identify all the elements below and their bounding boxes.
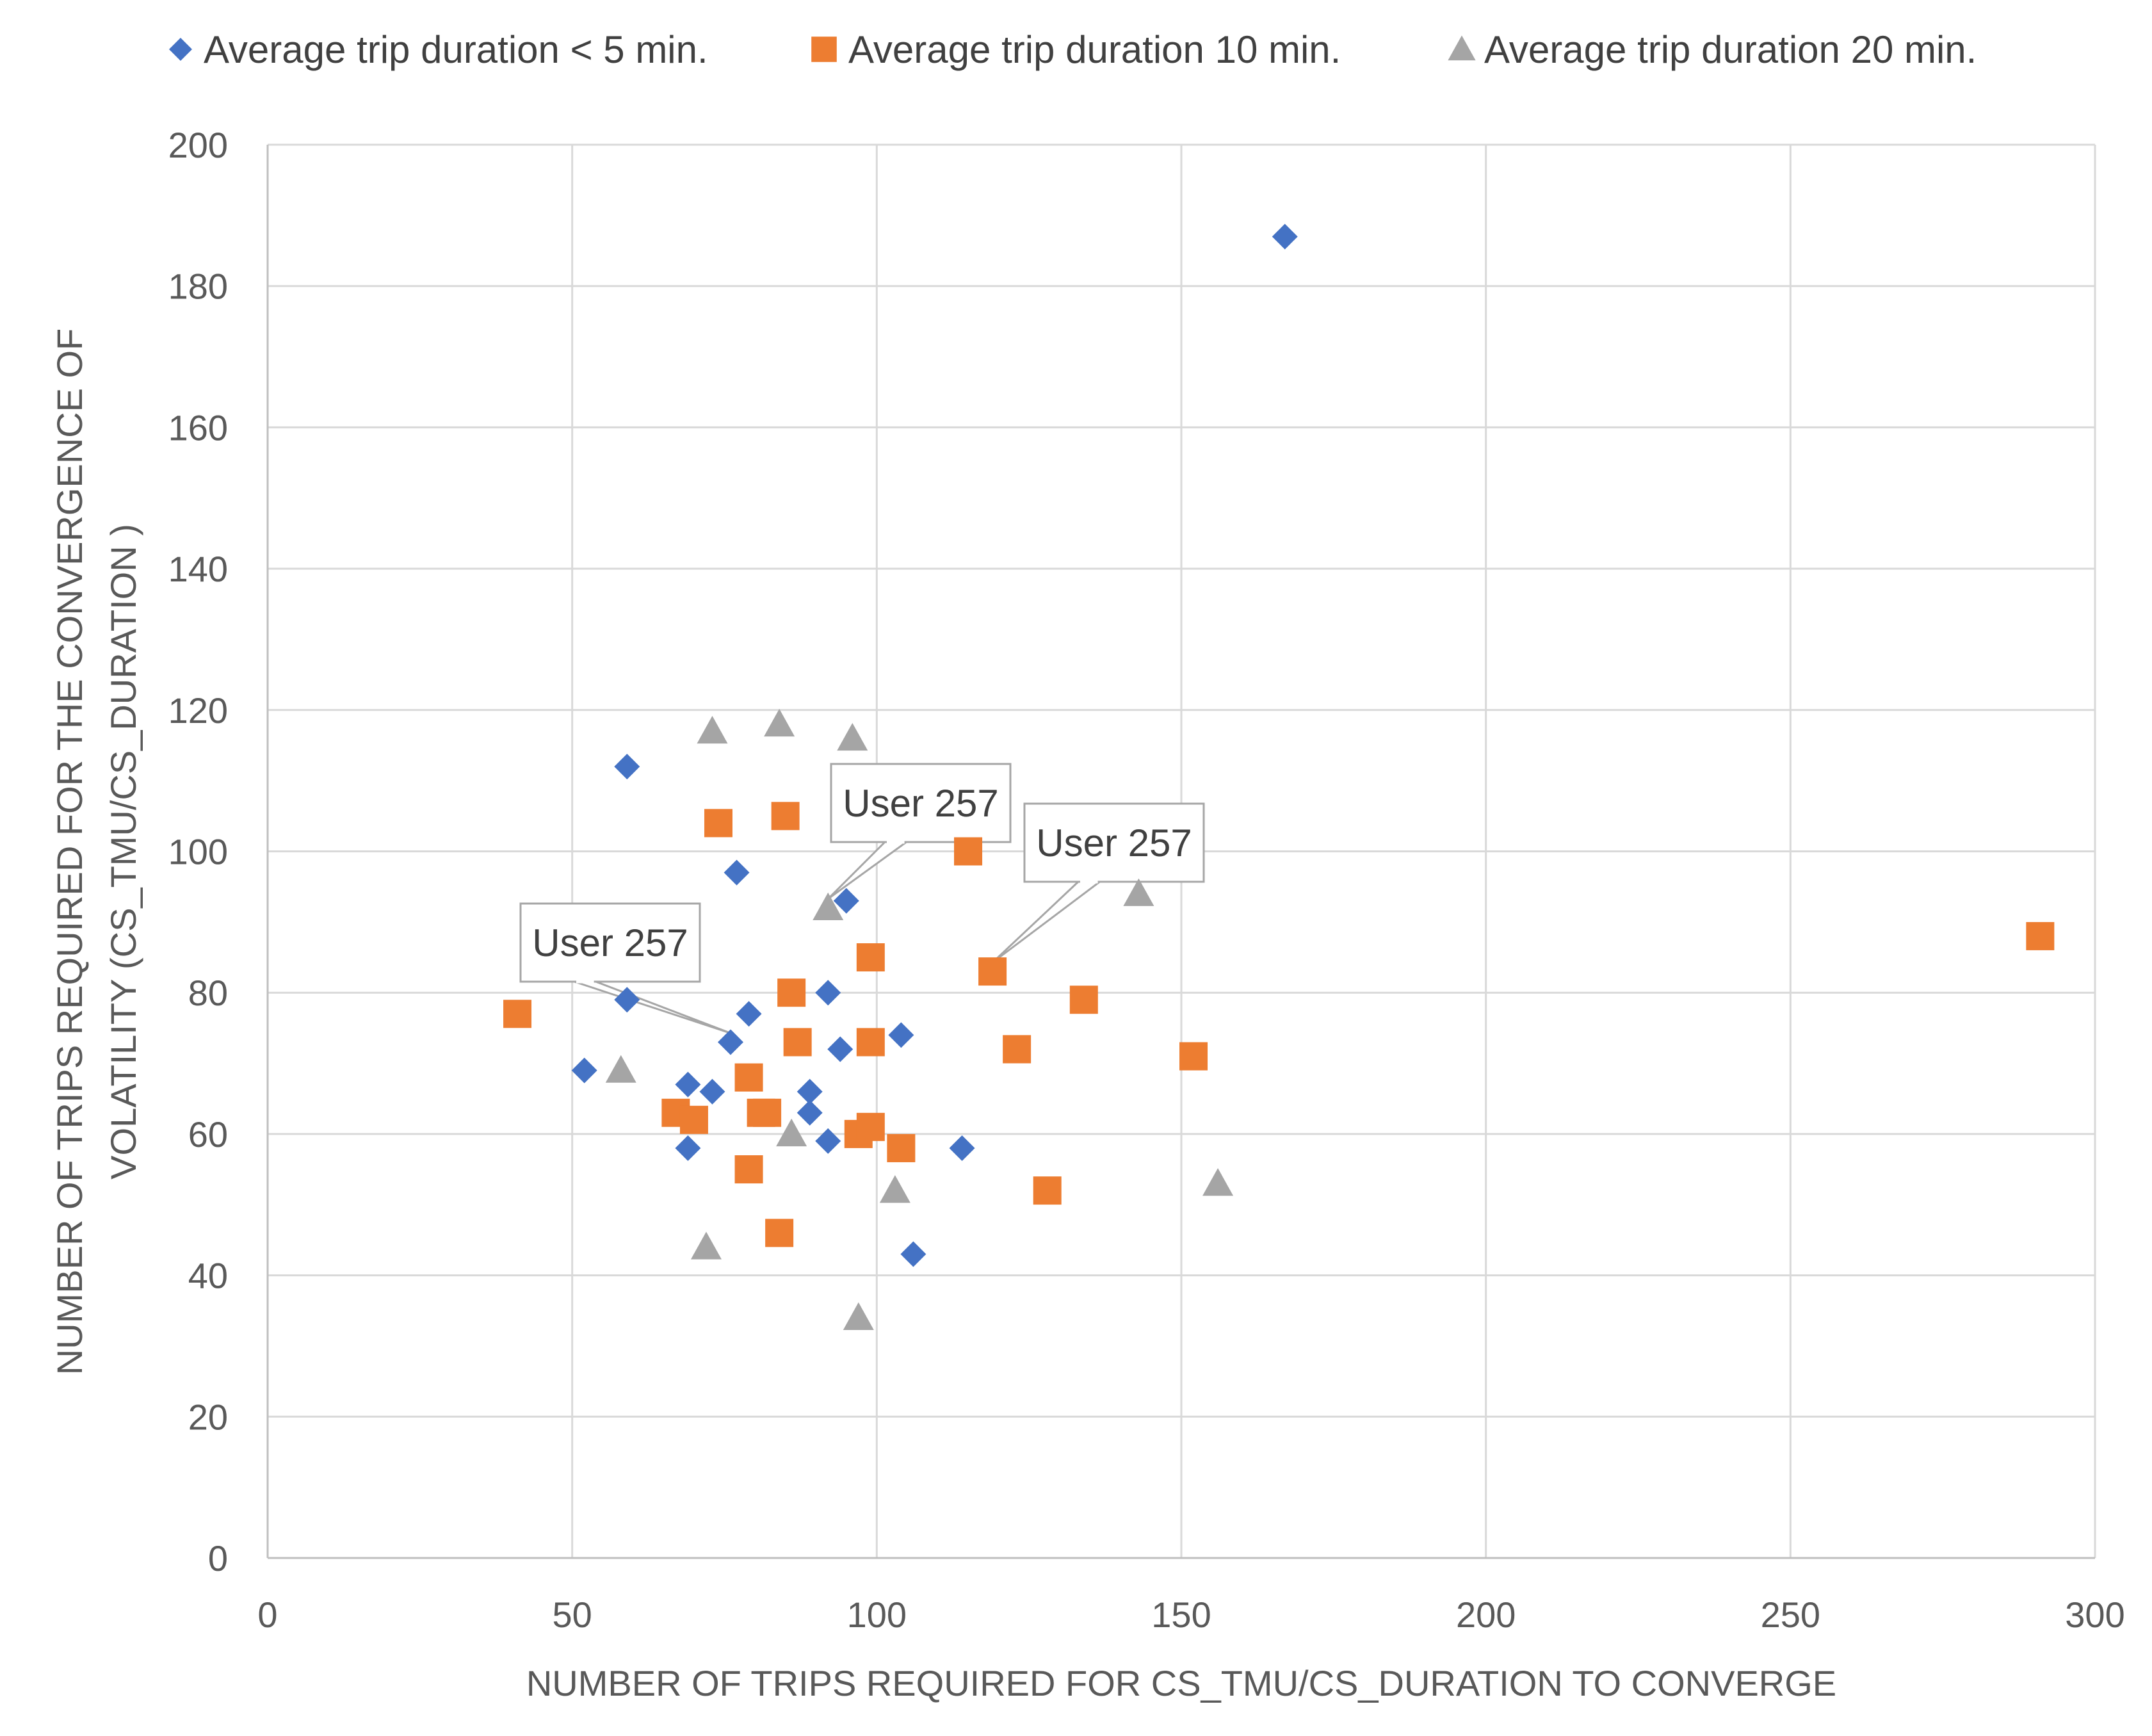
x-tick-label: 150	[1151, 1594, 1211, 1635]
legend-entry: Average trip duration 10 min.	[811, 28, 1341, 71]
y-tick-label: 180	[168, 266, 228, 307]
callout-box	[519, 902, 701, 983]
callout: User 257	[519, 902, 731, 1034]
triangle-point	[1123, 878, 1154, 906]
x-tick-label: 0	[257, 1594, 277, 1635]
y-tick-label: 160	[168, 407, 228, 448]
y-axis-title-line1: NUMBER OF TRIPS REQUIRED FOR THE CONVERG…	[49, 329, 90, 1375]
callout-label: User 257	[1036, 822, 1192, 864]
triangle-point	[843, 1302, 874, 1331]
square-point	[765, 1219, 794, 1247]
y-tick-label: 40	[188, 1256, 228, 1296]
y-tick-label: 140	[168, 549, 228, 589]
square-point	[734, 1063, 763, 1092]
legend-diamond-icon	[169, 38, 192, 61]
triangle-point	[1202, 1168, 1234, 1196]
diamond-point	[815, 1128, 841, 1154]
legend-triangle-icon	[1448, 35, 1476, 61]
diamond-point	[949, 1135, 975, 1161]
square-point	[783, 1028, 812, 1057]
x-tick-label: 200	[1456, 1594, 1516, 1635]
y-tick-label: 200	[168, 125, 228, 165]
axes	[266, 145, 2095, 1559]
legend: Average trip duration < 5 min. Average tr…	[169, 28, 1977, 71]
diamond-point	[797, 1078, 823, 1105]
diamond-point	[571, 1057, 597, 1083]
diamond-point	[724, 859, 750, 886]
diamond-point	[1272, 223, 1298, 250]
y-tick-label: 100	[168, 832, 228, 872]
square-point	[1179, 1042, 1208, 1071]
data-points	[503, 223, 2055, 1331]
diamond-point	[614, 987, 640, 1013]
y-tick-label: 0	[208, 1538, 228, 1578]
legend-label: Average trip duration 20 min.	[1484, 28, 1977, 71]
triangle-point	[837, 722, 868, 751]
legend-label: Average trip duration < 5 min.	[204, 28, 708, 71]
y-tick-label: 80	[188, 973, 228, 1013]
diamond-point	[797, 1099, 823, 1126]
legend-label: Average trip duration 10 min.	[848, 28, 1341, 71]
y-tick-label: 20	[188, 1397, 228, 1437]
square-point	[679, 1105, 708, 1134]
triangle-point	[764, 708, 795, 737]
diamond-point	[827, 1036, 854, 1062]
square-point	[856, 1028, 885, 1057]
callout-box	[1023, 802, 1205, 883]
x-tick-label: 300	[2065, 1594, 2124, 1635]
x-tick-label: 250	[1761, 1594, 1820, 1635]
triangle-point	[879, 1175, 910, 1203]
triangle-point	[697, 715, 728, 744]
square-point	[954, 837, 983, 866]
callout: User 257	[992, 802, 1205, 964]
square-point	[704, 809, 732, 838]
square-point	[887, 1133, 916, 1162]
square-point	[771, 802, 800, 831]
square-point	[753, 1098, 782, 1127]
diamond-point	[675, 1071, 701, 1098]
square-point	[503, 1000, 532, 1028]
callout: User 257	[827, 763, 1012, 900]
diamond-point	[900, 1241, 926, 1267]
square-point	[1003, 1035, 1032, 1064]
diamond-point	[718, 1029, 744, 1055]
callout-box	[830, 763, 1012, 843]
square-point	[1033, 1176, 1062, 1205]
square-point	[1069, 986, 1098, 1014]
callout-label: User 257	[532, 921, 688, 964]
annotations: User 257 User 257 User 257	[519, 763, 1205, 1034]
triangle-point	[776, 1118, 807, 1147]
square-point	[2026, 921, 2055, 950]
x-tick-label: 50	[553, 1594, 592, 1635]
diamond-point	[675, 1135, 701, 1161]
x-axis-title: NUMBER OF TRIPS REQUIRED FOR CS_TMU/CS_D…	[526, 1663, 1836, 1703]
diamond-point	[736, 1001, 762, 1027]
y-axis-title-line2: VOLATILITY (CS_TMU/CS_DURATION )	[103, 524, 143, 1180]
diamond-point	[699, 1078, 725, 1105]
legend-entry: Average trip duration < 5 min.	[169, 28, 708, 71]
square-point	[734, 1155, 763, 1184]
diamond-point	[614, 754, 640, 780]
triangle-point	[813, 892, 844, 920]
legend-entry: Average trip duration 20 min.	[1448, 28, 1977, 71]
triangle-point	[690, 1231, 722, 1260]
gridlines	[268, 143, 2096, 1558]
triangle-point	[605, 1055, 636, 1083]
diamond-point	[833, 888, 859, 914]
square-point	[856, 943, 885, 972]
y-tick-label: 120	[168, 690, 228, 731]
square-point	[856, 1112, 885, 1141]
callout-label: User 257	[843, 782, 998, 825]
square-point	[777, 978, 806, 1007]
tick-labels: 0 20 40 60 80 100 120 140 160 180 200 0 50 100 150 200 2…	[168, 125, 2125, 1635]
diamond-point	[888, 1022, 914, 1048]
x-tick-label: 100	[847, 1594, 907, 1635]
diamond-point	[815, 980, 841, 1006]
square-point	[978, 957, 1007, 986]
legend-square-icon	[811, 37, 837, 62]
y-tick-label: 60	[188, 1114, 228, 1155]
